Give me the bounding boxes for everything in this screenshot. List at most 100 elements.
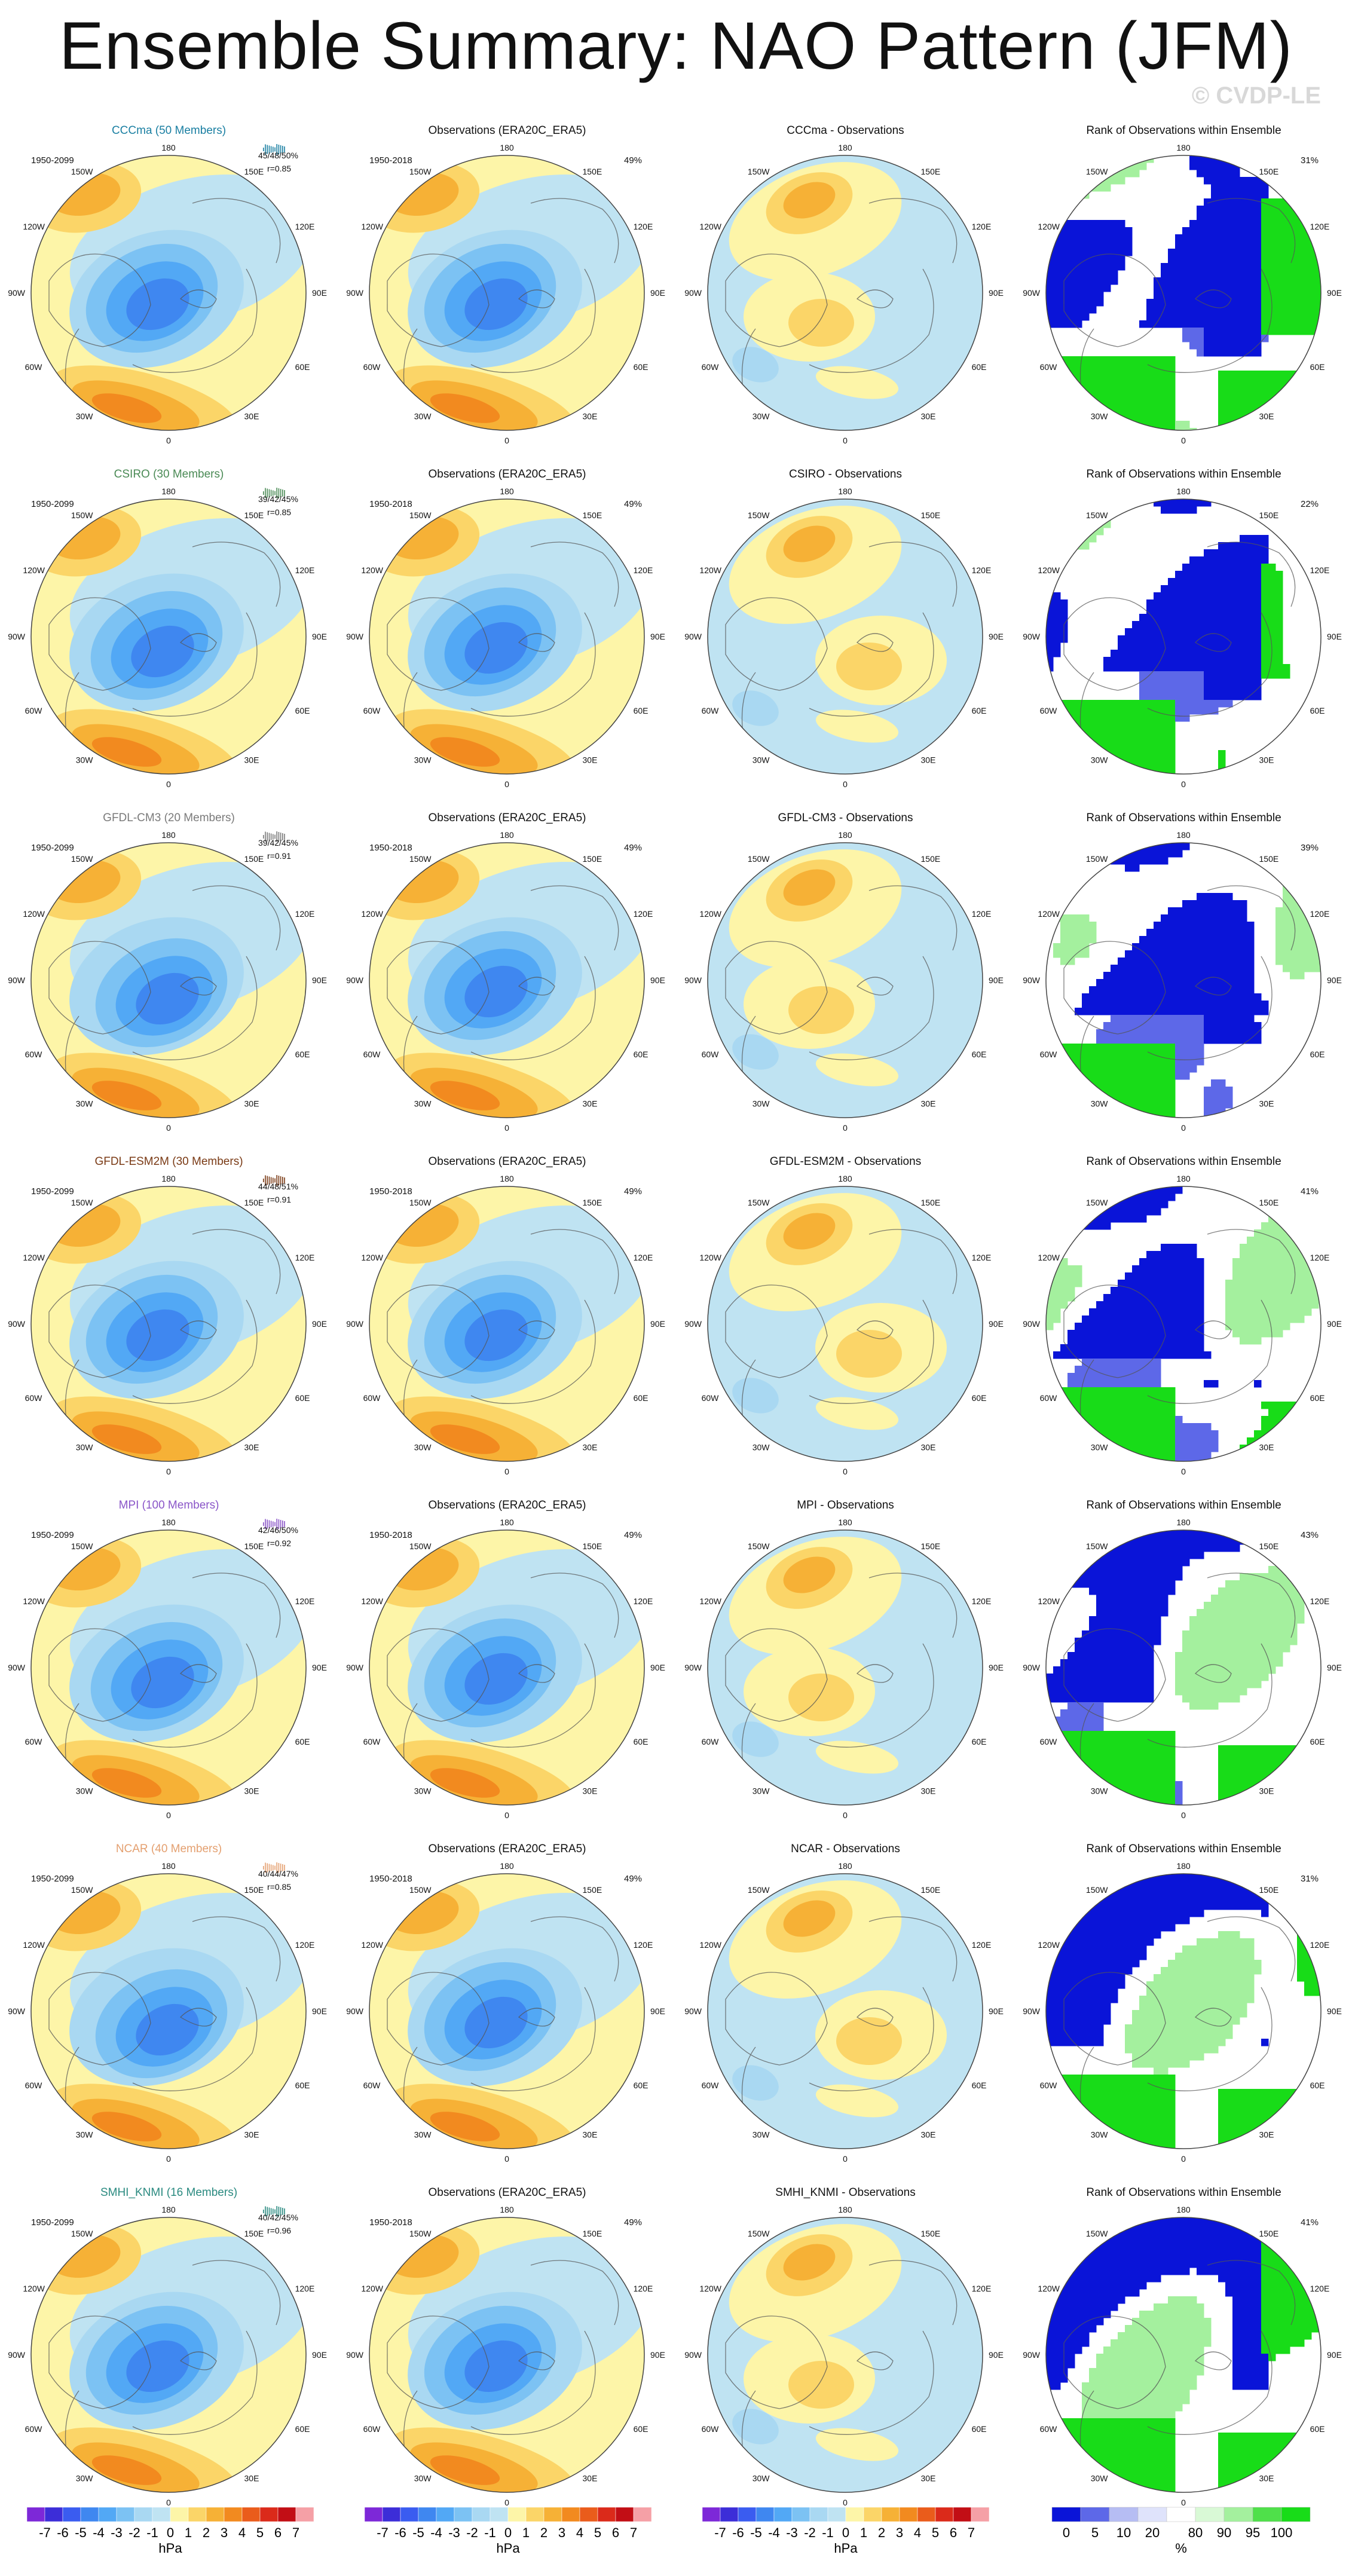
rank-pixel: [1146, 1294, 1154, 1302]
rank-pixel: [1311, 421, 1319, 429]
rank-pixel: [1154, 957, 1161, 965]
rank-pixel: [1139, 1602, 1147, 1610]
negative-anomaly: [136, 972, 199, 1025]
map-lon-label: 30W: [76, 1786, 94, 1796]
rank-pixel: [1125, 864, 1133, 872]
rank-pixel: [1297, 1294, 1305, 1302]
rank-pixel: [1247, 936, 1255, 944]
rank-pixel: [1139, 721, 1147, 729]
rank-pixel: [1211, 707, 1219, 715]
rank-pixel: [1096, 1645, 1104, 1653]
rank-pixel: [1311, 1430, 1319, 1438]
model-pattern-panel: 180 0 90W 90E 150W 120W 150E 120E 60W 30W 60E 30E GF…: [0, 1145, 338, 1488]
map-boundary: [30, 1186, 307, 1462]
rank-pixel: [1060, 1537, 1068, 1545]
rank-pixel: [1240, 1008, 1247, 1015]
rank-pixel: [1261, 1659, 1269, 1667]
rank-pixel: [1247, 320, 1255, 328]
rank-pixel: [1283, 270, 1290, 278]
negative-anomaly: [131, 1656, 194, 1709]
rank-pixel: [1067, 1659, 1075, 1667]
rank-pixel: [1290, 1587, 1298, 1595]
rank-pixel: [1118, 1079, 1125, 1087]
rank-pixel: [1103, 356, 1111, 364]
rank-pixel: [1046, 736, 1054, 744]
rank-pixel: [1175, 1315, 1183, 1323]
rank-pixel: [1132, 1652, 1140, 1660]
rank-pixel: [1261, 1452, 1269, 1460]
rank-pixel: [1096, 700, 1104, 708]
rank-pixel: [1132, 1015, 1140, 1023]
rank-pixel: [1254, 399, 1262, 407]
rank-pixel: [1218, 986, 1226, 994]
rank-pixel: [1053, 1208, 1061, 1216]
rank-pixel: [1311, 886, 1319, 894]
map-lon-label: 150E: [583, 1198, 602, 1207]
rank-pixel: [1290, 399, 1298, 407]
rank-pixel: [1146, 1065, 1154, 1073]
rank-pixel: [1161, 1437, 1169, 1445]
rank-pixel: [1046, 385, 1054, 393]
rank-pixel: [1125, 635, 1133, 643]
map-lon-label: 150W: [71, 167, 93, 176]
member-bar: [278, 145, 280, 154]
rank-pixel: [1197, 578, 1204, 586]
rank-pixel: [1089, 1430, 1097, 1438]
rank-pixel: [1096, 1459, 1104, 1461]
rank-pixel: [1297, 950, 1305, 958]
rank-panel: 180 0 90W 90E 150W 120W 150E 120E 60W 30W 60E 30E Ra…: [1015, 457, 1352, 801]
pattern-field: [369, 1530, 644, 1805]
rank-pixel: [1125, 736, 1133, 744]
rank-pixel: [1103, 1559, 1111, 1567]
rank-pixel: [1225, 1616, 1233, 1624]
rank-pixel: [1060, 399, 1068, 407]
rank-pixel: [1161, 628, 1169, 636]
rank-pixel: [1218, 1008, 1226, 1015]
rank-pixel: [1161, 385, 1169, 393]
rank-pixel: [1311, 1208, 1319, 1216]
rank-pixel: [1254, 1459, 1262, 1461]
rank-pixel: [1225, 1587, 1233, 1595]
rank-pixel: [1211, 1638, 1219, 1645]
rank-pixel: [1218, 621, 1226, 629]
rank-pixel: [1189, 320, 1197, 328]
rank-pixel: [1261, 1616, 1269, 1624]
rank-pixel: [1103, 1674, 1111, 1681]
map-lon-label: 150E: [1259, 1198, 1279, 1207]
rank-pixel: [1232, 1294, 1240, 1302]
rank-pixel: [1182, 564, 1190, 571]
model-pattern-panel: 180 0 90W 90E 150W 120W 150E 120E 60W 30W 60E 30E CC…: [0, 114, 338, 457]
rank-pixel: [1197, 1695, 1204, 1703]
rank-pixel: [1254, 1001, 1262, 1008]
rank-pixel: [1082, 499, 1090, 507]
rank-pixel: [1089, 1351, 1097, 1359]
rank-pixel: [1232, 1674, 1240, 1681]
rank-pixel: [1168, 356, 1176, 364]
rank-pixel: [1197, 1423, 1204, 1431]
map-lon-label: 120E: [295, 1596, 315, 1606]
rank-pixel: [1225, 1602, 1233, 1610]
rank-pixel: [1067, 1115, 1075, 1118]
rank-pixel: [1311, 1237, 1319, 1244]
rank-pixel: [1182, 328, 1190, 335]
rank-pixel: [1232, 1666, 1240, 1674]
rank-pixel: [1146, 1595, 1154, 1602]
map-lon-label: 0: [504, 779, 509, 789]
rank-pixel: [1240, 614, 1247, 622]
rank-pixel: [1075, 1044, 1082, 1051]
rank-pixel: [1125, 1344, 1133, 1352]
rank-pixel: [1046, 163, 1054, 170]
rank-pixel: [1275, 1616, 1283, 1624]
rank-pixel: [1096, 227, 1104, 235]
rank-pixel: [1232, 1580, 1240, 1588]
rank-pixel: [1067, 1272, 1075, 1280]
rank-pixel: [1139, 363, 1147, 371]
rank-pixel: [1132, 1051, 1140, 1058]
rank-pixel: [1211, 614, 1219, 622]
rank-pixel: [1103, 1767, 1111, 1775]
member-bar: [284, 1177, 285, 1183]
rank-pixel: [1175, 1437, 1183, 1445]
map-lon-label: 30W: [1091, 1099, 1109, 1109]
rank-pixel: [1139, 1609, 1147, 1617]
